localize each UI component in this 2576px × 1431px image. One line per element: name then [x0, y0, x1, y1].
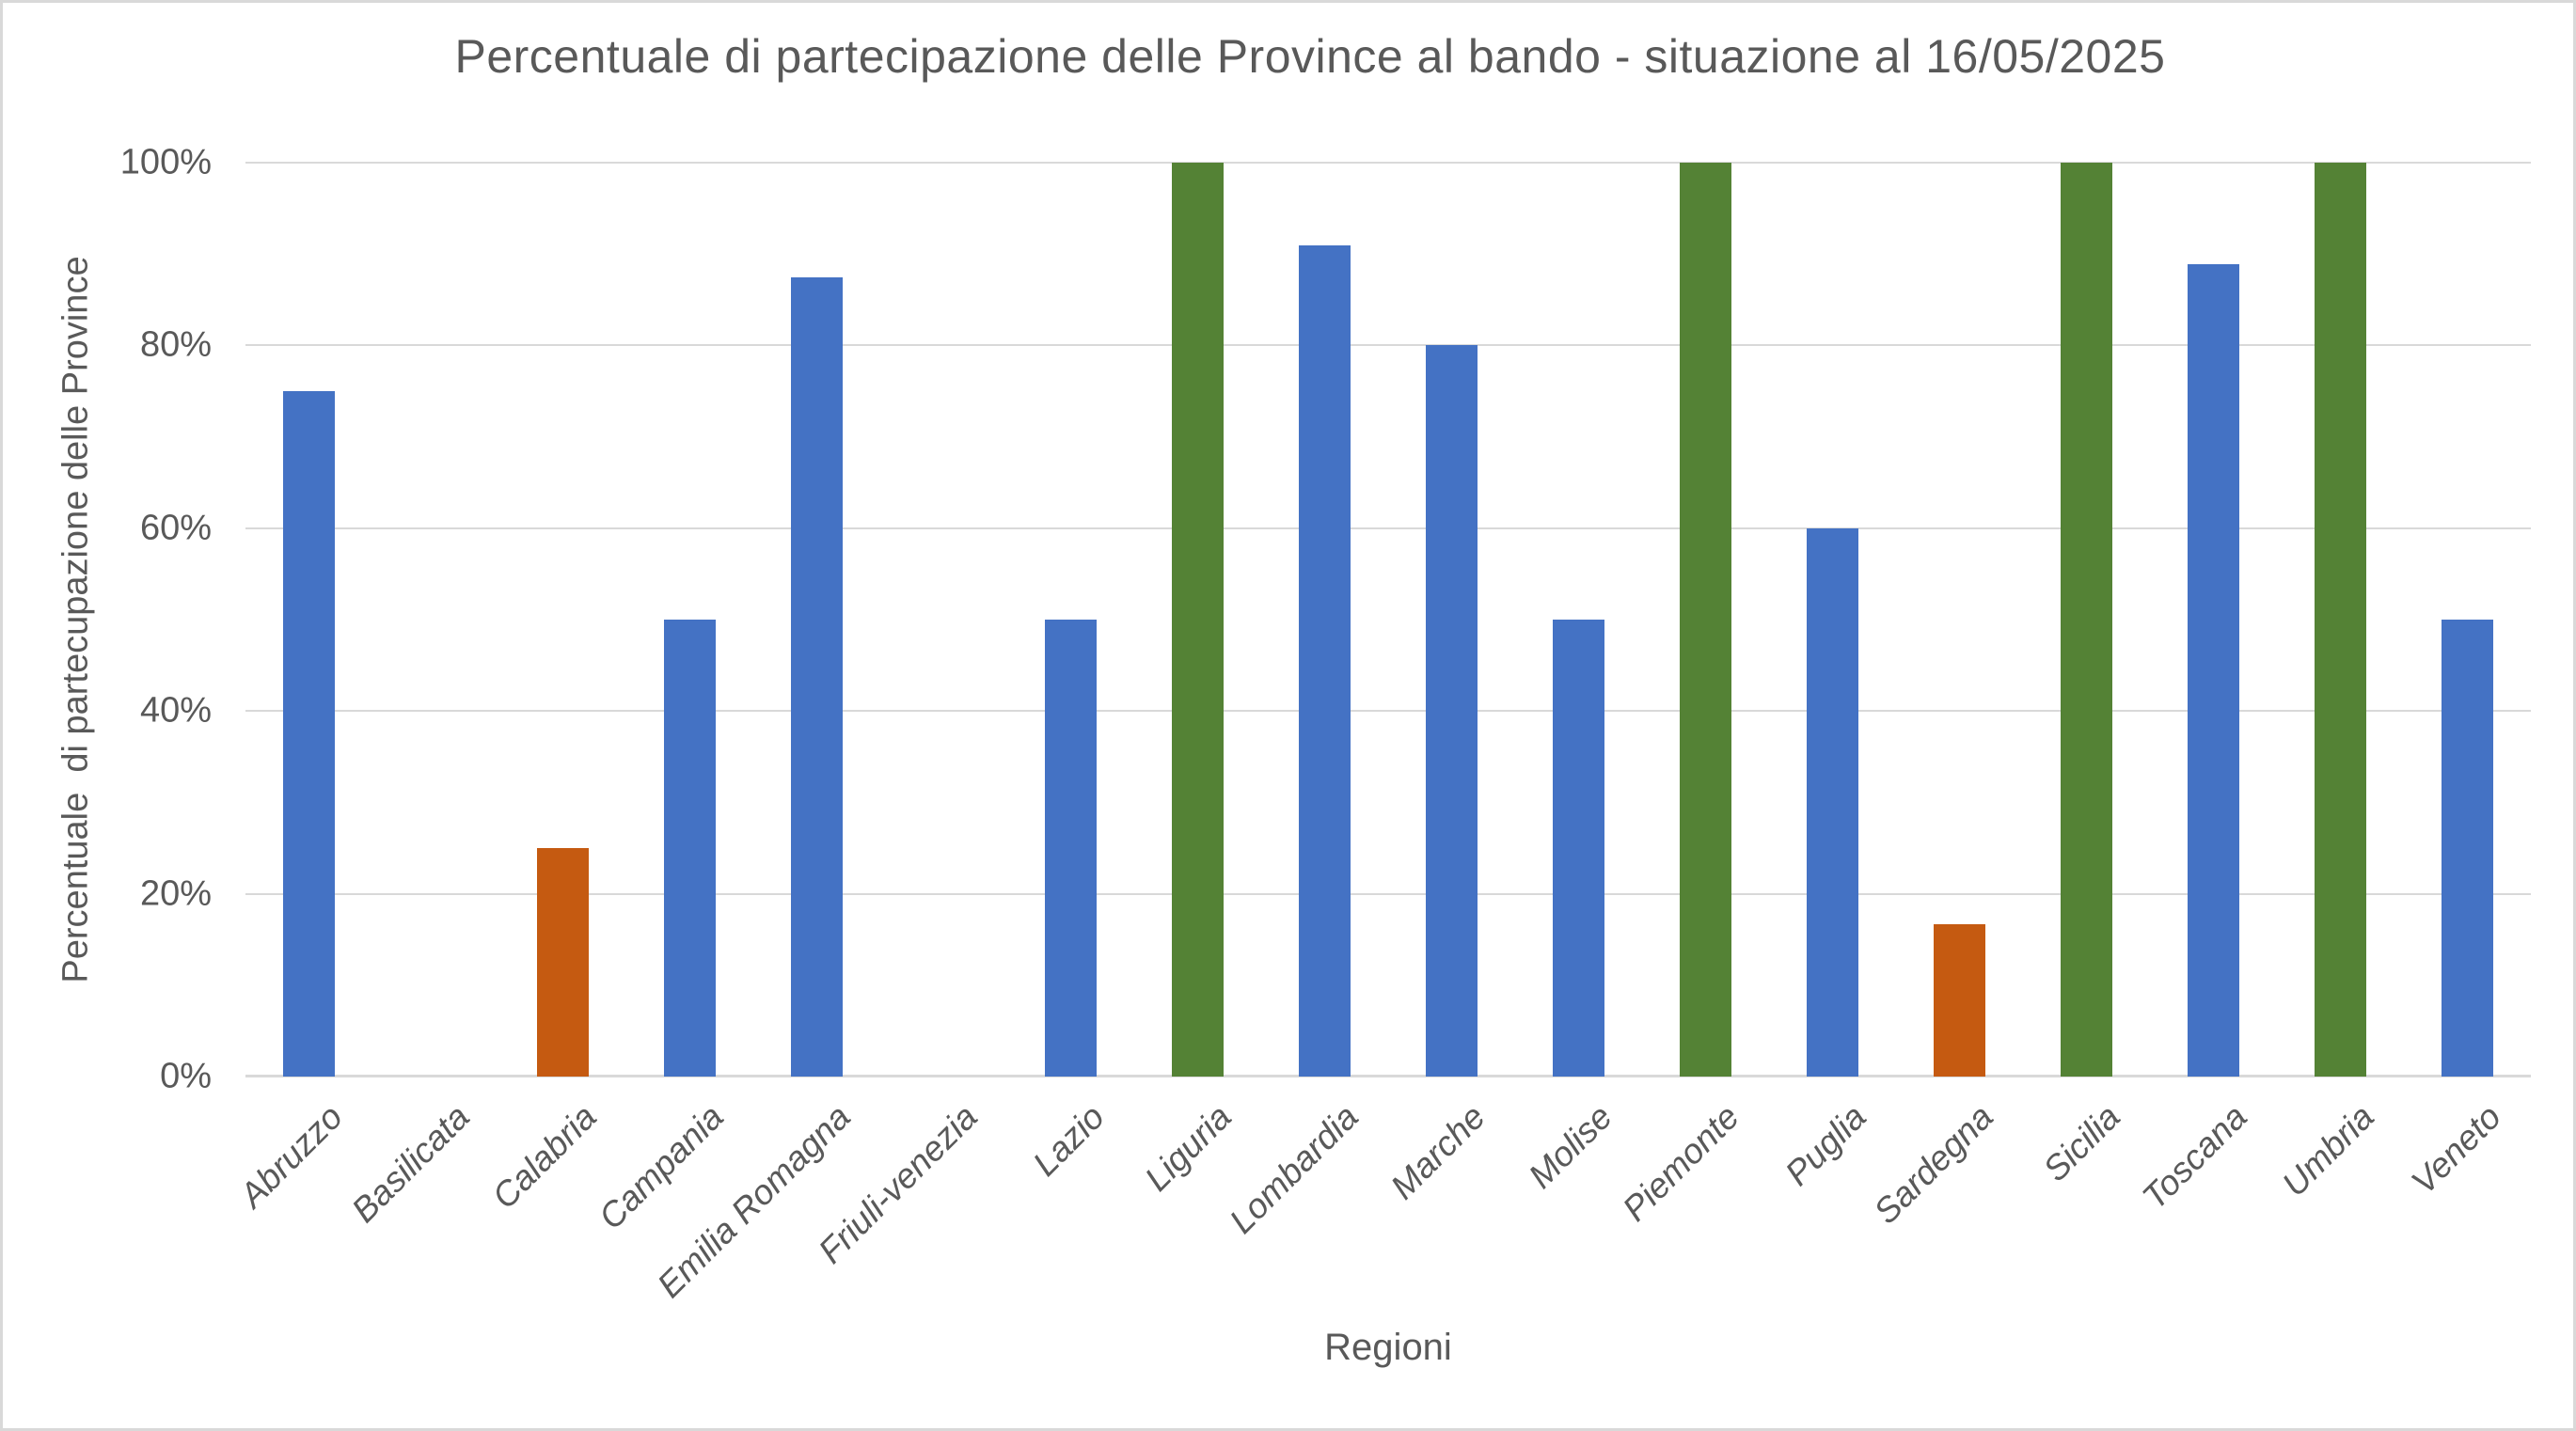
y-tick-label-0: 0% [160, 1056, 212, 1096]
y-tick-label-20: 20% [139, 873, 212, 914]
bar-abruzzo [283, 391, 335, 1077]
bar-calabria [537, 848, 589, 1077]
y-tick-label-80: 80% [139, 324, 212, 365]
bar-puglia [1807, 527, 1858, 1077]
gridline-80 [245, 344, 2531, 347]
chart-title: Percentuale di partecipazione delle Prov… [454, 30, 2166, 83]
y-tick-label-60: 60% [139, 508, 212, 548]
bar-toscana [2188, 263, 2239, 1077]
bar-molise [1553, 620, 1604, 1077]
bar-lombardia [1299, 245, 1351, 1077]
bar-piemonte [1680, 163, 1731, 1077]
gridline-20 [245, 892, 2531, 895]
bar-sardegna [1934, 923, 1985, 1077]
y-tick-label-40: 40% [139, 690, 212, 731]
gridline-60 [245, 527, 2531, 529]
bar-marche [1426, 345, 1478, 1077]
bar-umbria [2315, 163, 2366, 1077]
bar-sicilia [2061, 163, 2112, 1077]
bar-emilia-romagna [791, 276, 843, 1077]
bar-liguria [1172, 163, 1224, 1077]
plot-area [245, 162, 2531, 1077]
gridline-0 [245, 1076, 2531, 1077]
bar-lazio [1045, 620, 1097, 1077]
y-tick-label-100: 100% [119, 142, 212, 182]
gridline-100 [245, 162, 2531, 164]
bar-campania [664, 620, 716, 1077]
bar-veneto [2442, 620, 2493, 1077]
x-axis-title: Regioni [1324, 1327, 1452, 1368]
gridline-40 [245, 710, 2531, 713]
